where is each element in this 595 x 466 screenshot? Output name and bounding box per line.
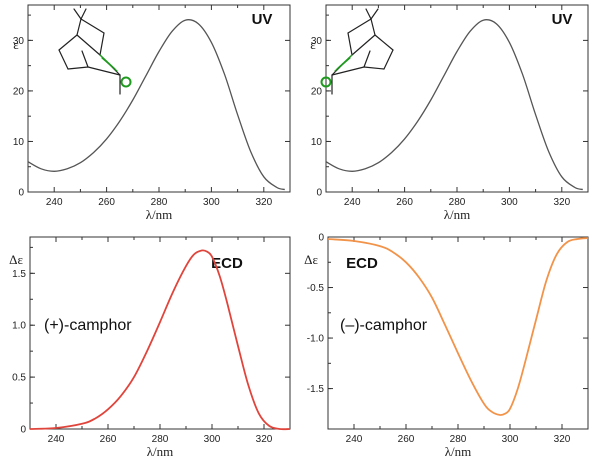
x-axis-label: λ/nm	[146, 207, 173, 222]
y-axis-label: Δε	[9, 252, 23, 267]
x-tick-label: 260	[398, 434, 415, 445]
panel-1: 240 260 280 300 320 0 10 20 30 λ/nm ε UV	[13, 4, 291, 222]
plot-frame	[325, 4, 589, 193]
y-tick-label: 1.0	[12, 321, 26, 332]
y-axis-label: ε	[310, 37, 316, 52]
panel-4: 240 260 280 300 320 0 -0.5 -1.0 -1.5 λ/nm Δε ECD (–)…	[304, 233, 589, 459]
y-tick-label: 0	[318, 233, 324, 244]
x-tick-label: 260	[396, 197, 413, 208]
oxygen-atom	[320, 76, 332, 88]
y-tick-label: 1.5	[12, 269, 26, 280]
panel-label: ECD	[211, 255, 243, 272]
series-line-1	[27, 19, 285, 191]
x-tick-label: 240	[346, 434, 363, 445]
y-tick-label: 0	[20, 425, 26, 436]
y-tick-label: -0.5	[307, 283, 325, 294]
series-line-1	[29, 249, 291, 431]
x-tick-label: 240	[46, 197, 63, 208]
y-tick-label: 10	[311, 137, 323, 148]
panel-2: 240 260 280 300 320 0 10 20 30 λ/nm ε UV	[310, 4, 589, 222]
y-tick-label: 0	[316, 188, 322, 199]
x-tick-label: 320	[553, 197, 570, 208]
y-tick-label: 30	[13, 36, 25, 47]
x-axis-label: λ/nm	[444, 207, 471, 222]
y-axis-label: ε	[13, 37, 19, 52]
x-tick-label: 240	[344, 197, 361, 208]
x-tick-label: 300	[204, 434, 221, 445]
series-line-1	[327, 237, 589, 416]
x-tick-label: 320	[554, 434, 571, 445]
y-tick-label: 10	[13, 137, 25, 148]
x-tick-label: 260	[100, 434, 117, 445]
plot-frame	[27, 4, 291, 193]
x-tick-label: 300	[501, 197, 518, 208]
x-tick-label: 280	[151, 197, 168, 208]
x-tick-label: 300	[502, 434, 519, 445]
y-tick-label: -1.5	[307, 384, 325, 395]
y-tick-label: 20	[13, 86, 25, 97]
x-tick-label: 260	[98, 197, 115, 208]
y-tick-label: 0.5	[12, 373, 26, 384]
compound-label: (+)-camphor	[44, 317, 132, 334]
panel-label: UV	[552, 11, 573, 28]
x-tick-label: 240	[48, 434, 65, 445]
panel-label: ECD	[346, 255, 378, 272]
compound-label: (–)-camphor	[340, 317, 428, 334]
x-tick-label: 320	[255, 197, 272, 208]
panel-label: UV	[252, 11, 273, 28]
oxygen-atom	[120, 76, 132, 88]
x-tick-label: 320	[256, 434, 273, 445]
x-tick-label: 280	[450, 434, 467, 445]
series-line-1	[325, 19, 583, 191]
x-tick-label: 280	[152, 434, 169, 445]
x-tick-label: 280	[449, 197, 466, 208]
x-tick-label: 300	[203, 197, 220, 208]
camphor-structure-drawing	[320, 8, 394, 95]
camphor-structure-drawing	[58, 8, 132, 95]
x-axis-label: λ/nm	[147, 444, 174, 459]
y-axis-label: Δε	[304, 252, 318, 267]
y-tick-label: 20	[311, 86, 323, 97]
panel-3: 240 260 280 300 320 0 0.5 1.0 1.5 λ/nm Δε ECD (+)-ca…	[9, 236, 291, 459]
y-tick-label: 30	[311, 36, 323, 47]
x-axis-label: λ/nm	[445, 444, 472, 459]
y-tick-label: 0	[18, 188, 24, 199]
y-tick-label: -1.0	[307, 334, 325, 345]
